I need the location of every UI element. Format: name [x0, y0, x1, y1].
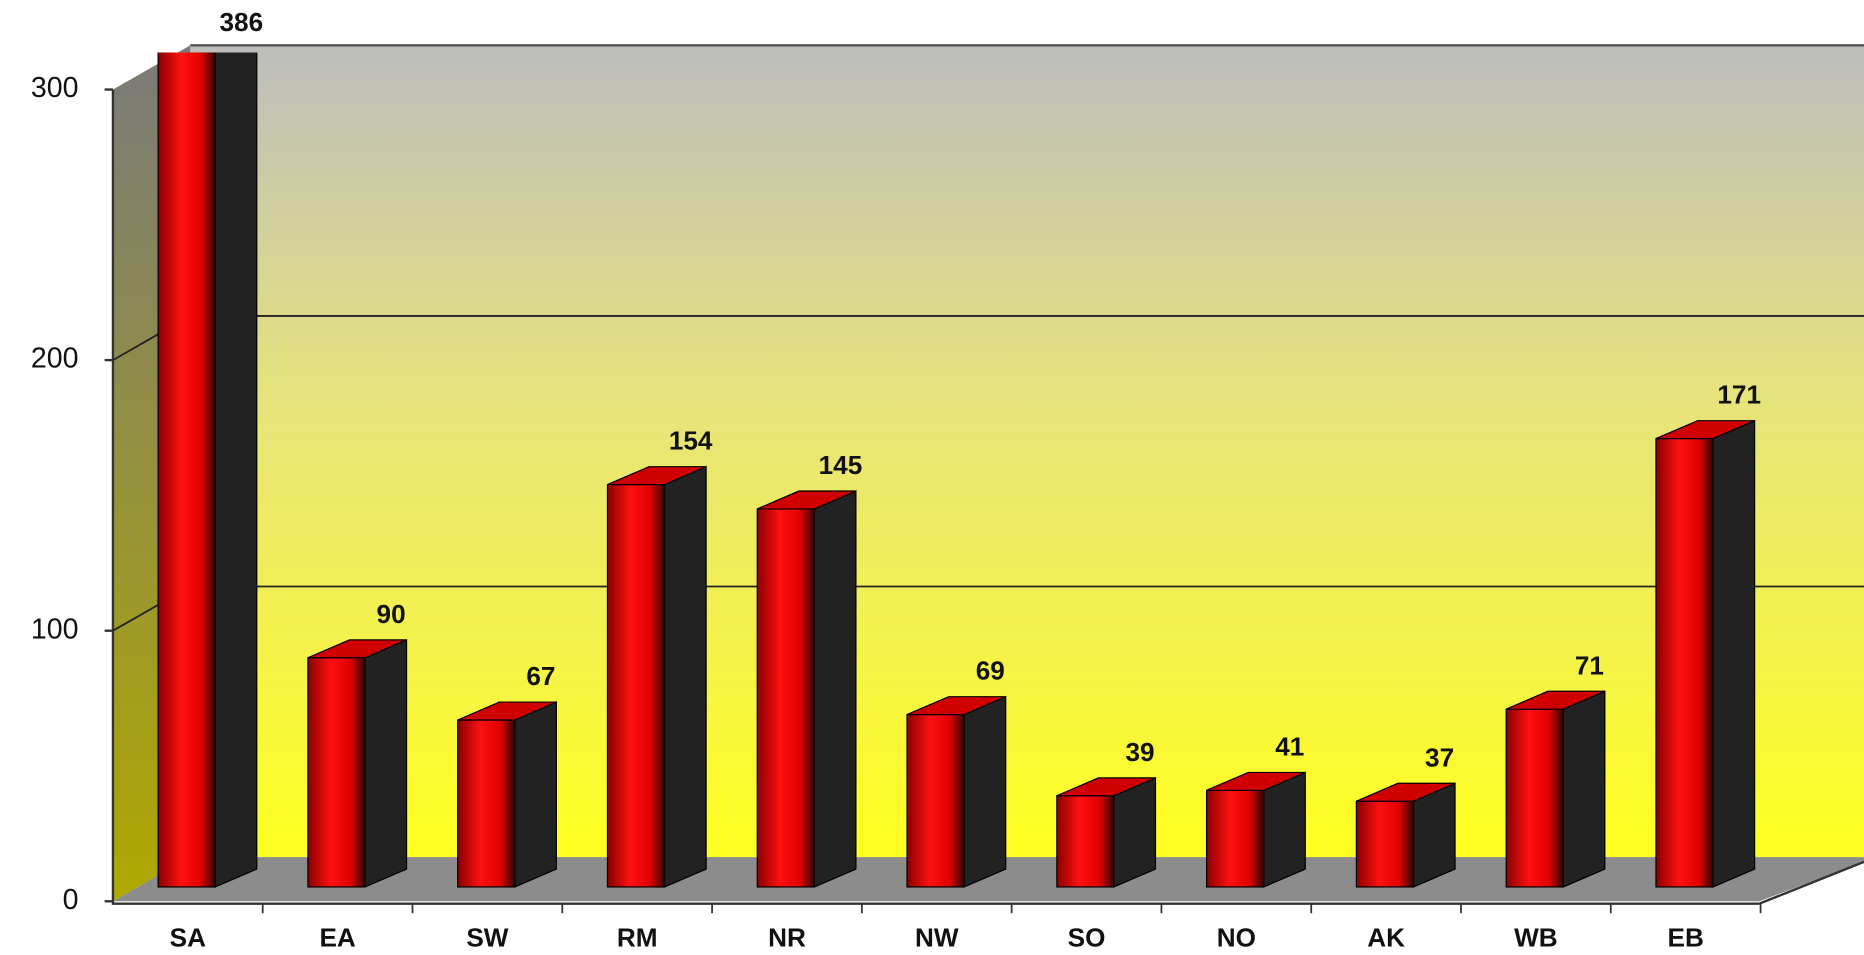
value-label: 41 — [1275, 731, 1304, 761]
bar — [756, 508, 815, 888]
y-tick-label: 0 — [63, 884, 79, 916]
y-tick-label: 300 — [31, 72, 79, 104]
bar — [157, 52, 216, 888]
value-label: 145 — [819, 450, 863, 480]
value-label: 69 — [976, 656, 1005, 686]
bar-top — [607, 466, 707, 486]
x-tick-label: AK — [1367, 922, 1405, 952]
bar — [606, 483, 666, 888]
bar — [1505, 708, 1564, 888]
x-tick-label: SO — [1068, 922, 1106, 952]
bar — [307, 657, 366, 888]
bars — [157, 52, 1756, 888]
value-label: 90 — [377, 599, 406, 629]
bar-side — [1263, 771, 1306, 888]
x-tick-label: EB — [1668, 922, 1704, 952]
bar — [906, 713, 965, 888]
x-tick-label: NW — [915, 922, 959, 952]
value-label: 71 — [1575, 650, 1604, 680]
bar-side — [1562, 690, 1606, 888]
bar-top — [1206, 771, 1306, 791]
bar-top — [1056, 777, 1156, 797]
y-tick-label: 200 — [31, 343, 79, 375]
bar — [1206, 789, 1265, 888]
x-tick-label: RM — [617, 922, 658, 952]
bar-side — [1712, 419, 1756, 888]
x-tick-label: EA — [319, 922, 355, 952]
bar-top — [1505, 690, 1606, 710]
bar — [457, 719, 516, 888]
back-wall — [190, 45, 1864, 858]
y-tick-label: 100 — [31, 613, 79, 645]
bar-side — [963, 695, 1007, 888]
bar-top — [906, 696, 1006, 716]
value-label: 39 — [1125, 737, 1154, 767]
bar-side — [663, 465, 707, 888]
bar-side — [364, 638, 408, 888]
bar-top — [457, 701, 557, 721]
value-label: 67 — [526, 661, 555, 691]
bar — [1355, 800, 1415, 888]
x-tick-label: NR — [768, 922, 806, 952]
bar — [1056, 795, 1115, 888]
value-label: 386 — [220, 7, 264, 37]
x-tick-label: SW — [466, 922, 508, 952]
floor-edge — [1758, 860, 1864, 905]
value-label: 37 — [1425, 742, 1454, 772]
bar-top — [307, 639, 407, 659]
bar — [1655, 437, 1714, 888]
bar-side — [1113, 776, 1157, 888]
value-label: 154 — [669, 426, 713, 456]
bar-side — [214, 52, 258, 888]
bar-top — [1356, 782, 1456, 802]
value-label: 171 — [1717, 380, 1761, 410]
bar-side — [514, 701, 557, 888]
x-tick-label: NO — [1217, 922, 1256, 952]
x-tick-label: WB — [1514, 922, 1558, 952]
bar-top — [1655, 420, 1755, 440]
x-tick-label: SA — [170, 922, 206, 952]
bar-side — [813, 490, 857, 888]
bar-top — [757, 490, 857, 510]
